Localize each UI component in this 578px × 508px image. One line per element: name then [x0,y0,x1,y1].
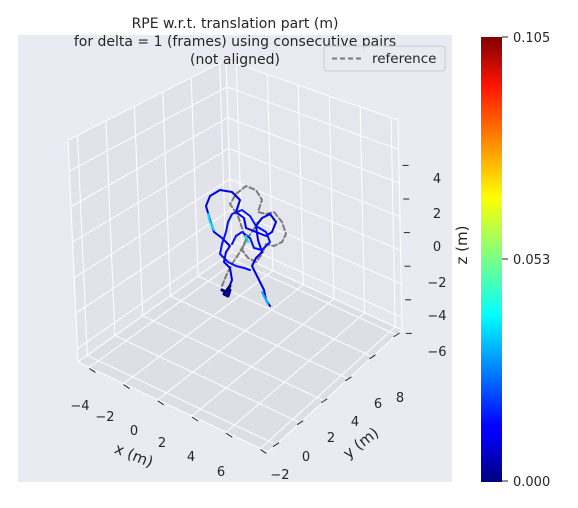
z-axis-label: z (m) [453,226,471,265]
left-wall-grid-z-2 [72,147,230,243]
z-ticks: 4 2 0 −2 −4 −6 [402,164,447,360]
floor-grid-y-1 [114,335,301,424]
left-wall-grid-z-1 [70,117,229,208]
right-wall-grid-x-1 [266,74,274,271]
right-wall-grid-x-5 [390,117,396,327]
colorbar: 0.105 0.053 0.000 [481,31,550,490]
chart-title-line-1: RPE w.r.t. translation part (m) [132,16,339,32]
left-wall-grid-z-3 [73,178,230,279]
y-tick-label-5: 8 [396,391,404,406]
right-wall-grid-x-4 [359,106,366,313]
y-tick-label-1: 0 [302,450,310,465]
floor-grid-x-2 [157,284,304,401]
estimate-mid-error-segment [261,291,269,305]
left-wall-grid-z-4 [75,209,231,314]
left-wall-grid-y-3 [162,91,171,297]
x-tick-mark-5 [260,448,267,454]
left-wall-grid-z-0 [69,86,228,172]
y-tick-label-4: 6 [374,397,382,412]
colorbar-label-mid: 0.053 [513,253,550,268]
estimate-start-segment [220,284,232,298]
x-tick-label-5: 6 [217,465,225,480]
z-tick-label-1: 2 [433,207,441,222]
x-tick-label-0: −4 [70,399,89,414]
x-tick-mark-3 [191,416,199,422]
z-tick-label-2: 0 [433,240,441,255]
x-tick-label-2: 0 [130,424,138,439]
floor-grid-x-4 [225,312,365,433]
legend-box [323,45,446,72]
x-tick-mark-1 [123,384,130,390]
left-wall-grid-y-2 [133,106,144,316]
left-wall-grid-y-0 [76,135,88,356]
trajectory-plot [205,185,287,307]
left-wall-grid-y-4 [190,77,199,277]
x-tick-label-4: 4 [187,450,195,465]
y-ticks: −2 0 2 46 8 [270,332,404,483]
floor-grid-x-3 [191,298,335,417]
z-tick-label-0: 4 [433,172,441,187]
colorbar-label-top: 0.105 [513,31,550,46]
floor-grid-x-1 [123,270,274,384]
left-wall-grid-y-1 [105,120,116,336]
x-tick-label-1: −2 [95,410,114,425]
z-tick-label-4: −4 [427,309,446,324]
z-tick-label-3: −2 [427,276,446,291]
y-tick-mark-3 [345,376,352,382]
y-tick-mark-0 [272,442,280,448]
grid [69,63,402,449]
floor-grid-y-3 [170,295,349,380]
left-wall-grid-z-5 [77,240,232,350]
right-wall-grid-x-2 [297,85,304,285]
y-tick-label-0: −2 [270,468,289,483]
reference-trajectory [221,185,287,287]
right-wall-grid-z-1 [227,117,400,184]
floor-grid-x-5 [260,326,396,449]
right-wall-grid-z-2 [228,147,401,218]
right-wall-grid-x-3 [328,95,335,299]
x-tick-label-3: 2 [158,436,166,451]
x-tick-mark-4 [225,432,233,438]
y-tick-mark-5 [393,332,400,338]
x-ticks: −4 −2 0 2 4 6 [70,367,267,480]
y-tick-label-3: 4 [351,415,359,430]
colorbar-gradient [481,37,502,482]
y-tick-mark-4 [369,354,376,360]
right-wall-grid-z-0 [226,86,399,150]
z-tick-label-5: −6 [427,345,446,360]
floor-grid-y-0 [87,354,277,446]
x-tick-mark-2 [157,400,165,406]
estimate-trajectory-outer [205,189,277,307]
chart-title-line-2: for delta = 1 (frames) using consecutive… [74,34,396,50]
estimate-cyan-segment [245,235,249,243]
floor-grid-x-0 [89,256,243,368]
x-tick-mark-0 [89,367,96,373]
chart-title-line-3: (not aligned) [190,52,280,68]
legend: reference [323,45,446,72]
y-tick-label-2: 2 [327,431,335,446]
estimate-trajectory-inner [219,209,271,271]
y-tick-mark-1 [296,420,304,426]
left-wall-grid-y-5 [219,63,227,257]
y-tick-mark-2 [321,398,328,404]
colorbar-label-bottom: 0.000 [513,475,550,490]
floor-pane [77,251,403,453]
legend-reference-label: reference [372,51,436,67]
right-wall-grid-z-3 [229,178,401,251]
floor-grid-y-2 [142,315,325,402]
estimate-high-error-segment [207,213,215,231]
